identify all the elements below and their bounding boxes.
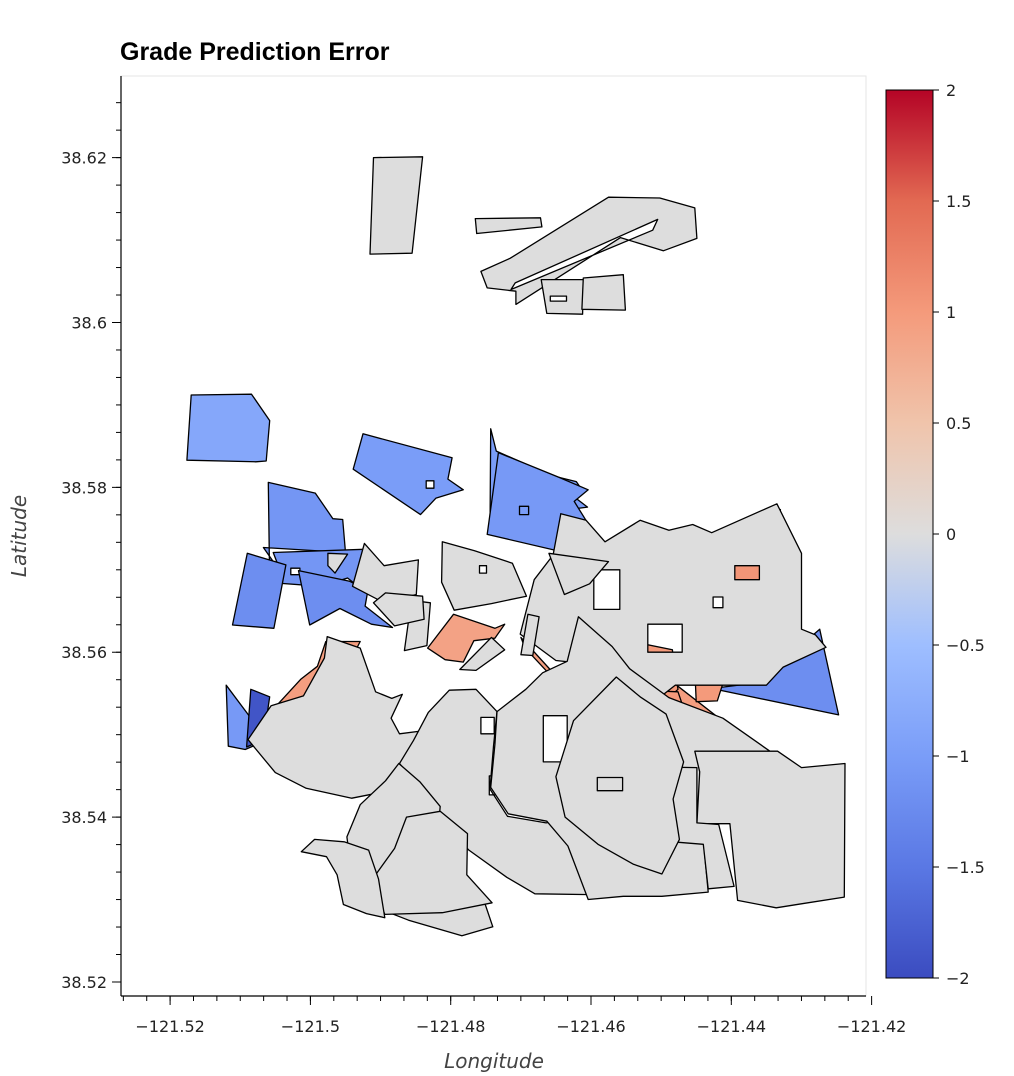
colorbar-tick-label: 1 bbox=[946, 303, 956, 322]
x-tick-label: −121.52 bbox=[135, 1017, 204, 1036]
x-tick-label: −121.48 bbox=[416, 1017, 485, 1036]
map-region-27 bbox=[351, 542, 420, 604]
x-tick-label: −121.46 bbox=[556, 1017, 625, 1036]
axes bbox=[112, 76, 873, 1005]
colorbar-tick-label: 1.5 bbox=[946, 192, 971, 211]
map-region-3 bbox=[540, 278, 584, 315]
y-tick-label: 38.58 bbox=[61, 478, 107, 497]
x-tick-label: −121.42 bbox=[837, 1017, 906, 1036]
y-axis-label: Latitude bbox=[7, 495, 31, 577]
map-region-6 bbox=[352, 433, 464, 516]
colorbar-tick-label: −1 bbox=[946, 747, 970, 766]
y-tick-label: 38.56 bbox=[61, 643, 107, 662]
map-region-19 bbox=[426, 613, 506, 663]
map-region-2 bbox=[480, 196, 698, 306]
map-region-31 bbox=[372, 592, 425, 627]
x-axis-label: Longitude bbox=[444, 1049, 544, 1073]
map-region-34 bbox=[548, 552, 610, 596]
x-tick-label: −121.44 bbox=[697, 1017, 766, 1036]
map-regions bbox=[186, 156, 846, 937]
map-region-4 bbox=[581, 274, 627, 311]
colorbar-gradient bbox=[885, 89, 934, 979]
map-region-32 bbox=[459, 636, 506, 672]
y-tick-label: 38.62 bbox=[61, 149, 107, 168]
y-tick-label: 38.52 bbox=[61, 973, 107, 992]
chart-title: Grade Prediction Error bbox=[120, 38, 390, 66]
map-region-11 bbox=[231, 552, 287, 629]
map-region-0 bbox=[369, 156, 424, 255]
map-region-33 bbox=[520, 613, 540, 657]
map-region-28 bbox=[327, 552, 349, 574]
map-region-5 bbox=[186, 393, 271, 463]
map-region-1 bbox=[474, 217, 543, 235]
y-tick-label: 38.54 bbox=[61, 808, 107, 827]
y-tick-label: 38.6 bbox=[71, 313, 107, 332]
map-region-41 bbox=[555, 676, 685, 875]
map-region-42 bbox=[370, 810, 493, 916]
colorbar-tick-label: 0 bbox=[946, 525, 956, 544]
colorbar-tick-label: 2 bbox=[946, 81, 956, 100]
colorbar-tick-label: 0.5 bbox=[946, 414, 971, 433]
colorbar-tick-label: −1.5 bbox=[946, 858, 985, 877]
colorbar-tick-label: −2 bbox=[946, 969, 970, 988]
colorbar-tick-label: −0.5 bbox=[946, 636, 985, 655]
x-tick-label: −121.5 bbox=[281, 1017, 340, 1036]
colorbar: 2 1.5 1 0.5 0 −0.5 −1 −1.5 −2 bbox=[885, 81, 985, 988]
map-region-29 bbox=[440, 541, 528, 611]
map-region-43 bbox=[300, 838, 386, 919]
